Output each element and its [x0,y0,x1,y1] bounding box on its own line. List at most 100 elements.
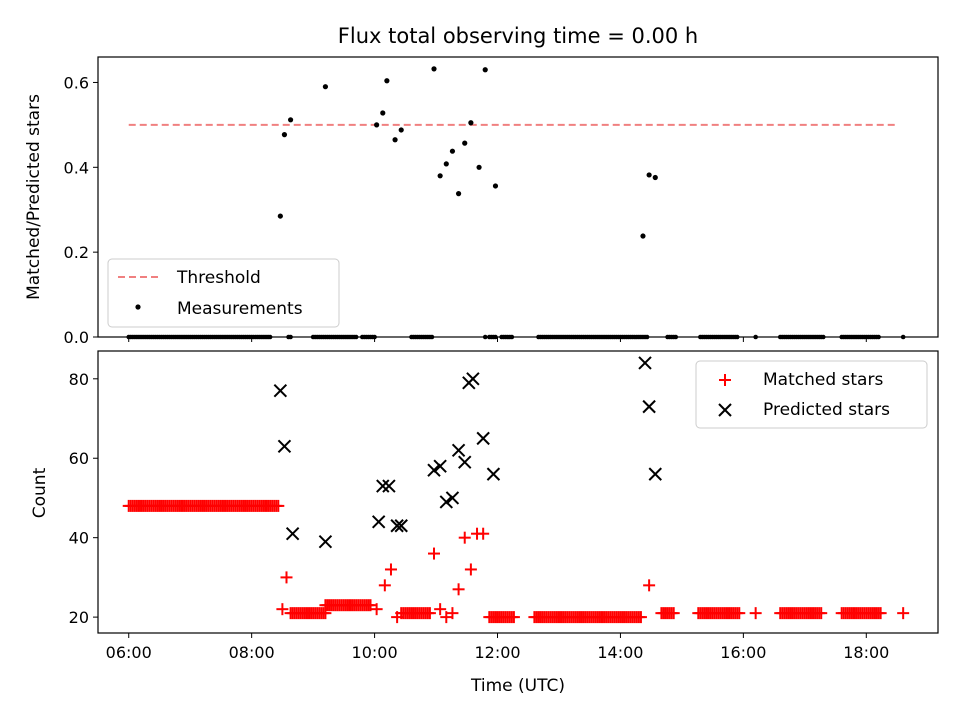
matched-star-marker [272,499,285,512]
top-legend: Threshold Measurements [107,258,340,328]
matched-star-marker [749,607,762,620]
measurement-point [277,213,283,219]
marker-stroke [466,372,480,386]
measurement-point [455,191,462,197]
matched-star-marker [477,527,490,540]
marker-stroke [390,519,404,533]
matched-star-marker [434,603,447,616]
predicted-stars-legend-label: Predicted stars [763,400,890,420]
marker-stroke [273,384,288,398]
marker-stroke [451,443,466,458]
predicted-star-marker [445,491,460,505]
predicted-star-marker [285,526,300,541]
predicted-star-marker [458,455,472,469]
top-legend-box [107,258,340,328]
measurement-point [492,183,499,189]
measurement-point [398,127,404,133]
marker-stroke [642,399,656,414]
measurement-point [374,122,380,128]
matched-star-marker [446,607,459,620]
measurements-legend-label: Measurements [177,299,303,319]
measurement-point [437,173,443,179]
measurement-point [482,67,488,73]
marker-stroke [433,459,447,473]
bottom-legend-box [695,360,928,429]
marker-stroke [638,356,652,370]
marker-stroke [458,455,472,469]
matched-star-marker [643,579,656,592]
marker-stroke [382,479,396,493]
bottom-plot-area: 20 40 60 80 06:00 08:00 10:00 12:00 14:00 16:00 18… [30,350,939,696]
matched-star-marker [634,611,647,624]
predicted-star-marker [648,467,662,481]
bottom-axes: 20 40 60 80 06:00 08:00 10:00 12:00 14:00 16:00 18… [69,370,890,662]
predicted-star-marker [638,356,652,370]
measurement-point [380,110,386,116]
predicted-star-marker [466,372,480,386]
measurement-point [646,172,652,178]
marker-stroke [439,495,453,509]
bottom-y-tick-label: 60 [69,449,89,468]
matched-star-marker [280,571,293,584]
predicted-star-marker [318,534,333,549]
matched-star-marker [874,607,887,620]
matched-star-marker [364,599,377,612]
top-plot-area: 0.0 0.2 0.4 0.6 Matched/Predicted stars Thr… [24,56,939,347]
bottom-y-axis-label: Count [30,467,50,518]
bottom-x-tick-label: 16:00 [720,643,766,662]
matched-star-marker [428,547,440,560]
predicted-star-marker [451,443,466,458]
bottom-legend: Matched stars Predicted stars [695,360,928,429]
measurement-point [462,140,468,146]
matched-star-marker [815,607,828,620]
top-y-tick-label: 0.6 [64,73,89,92]
top-axes: 0.0 0.2 0.4 0.6 [64,73,867,347]
matched-star-marker [384,563,397,576]
measurement-point [640,233,646,239]
bottom-y-tick-label: 80 [69,370,89,389]
matched-star-marker [276,603,289,616]
predicted-star-marker [382,479,396,493]
marker-stroke [277,439,292,454]
marker-stroke [371,515,386,529]
measurement-point [287,117,294,123]
top-y-tick-label: 0.4 [64,158,89,177]
bottom-x-tick-label: 08:00 [229,643,275,662]
marker-stroke [648,467,662,481]
bottom-x-tick-label: 18:00 [843,643,889,662]
marker-stroke [476,431,490,446]
measurement-point [476,164,482,170]
bottom-x-tick-label: 10:00 [352,643,398,662]
measurement-point [431,66,437,72]
predicted-star-marker [277,439,292,454]
predicted-star-marker [371,515,386,529]
measurement-point [392,137,398,143]
matched-star-marker [507,611,520,624]
measurement-point [449,148,456,154]
predicted-star-marker [476,431,490,446]
matched-star-marker [733,607,746,620]
bottom-x-tick-label: 06:00 [106,643,152,662]
matched-star-marker [378,579,391,592]
measurement-point [322,84,329,90]
marker-stroke [285,526,300,541]
counts-layer [122,356,910,624]
bottom-plot-frame [97,350,939,634]
predicted-star-marker [642,399,656,414]
measurement-point [384,78,390,84]
marker-stroke [376,479,390,493]
marker-stroke [427,463,441,477]
marker-stroke [318,534,333,549]
matched-star-marker [440,611,453,624]
measurement-point [443,161,449,167]
matched-star-marker [423,607,436,620]
predicted-star-marker [394,519,408,533]
top-y-tick-label: 0.2 [64,243,89,262]
matched-star-marker [370,603,383,616]
measurement-point [652,174,658,181]
predicted-stars-legend-swatch [718,403,732,417]
bottom-y-tick-label: 20 [69,608,89,627]
predicted-star-marker [390,519,404,533]
